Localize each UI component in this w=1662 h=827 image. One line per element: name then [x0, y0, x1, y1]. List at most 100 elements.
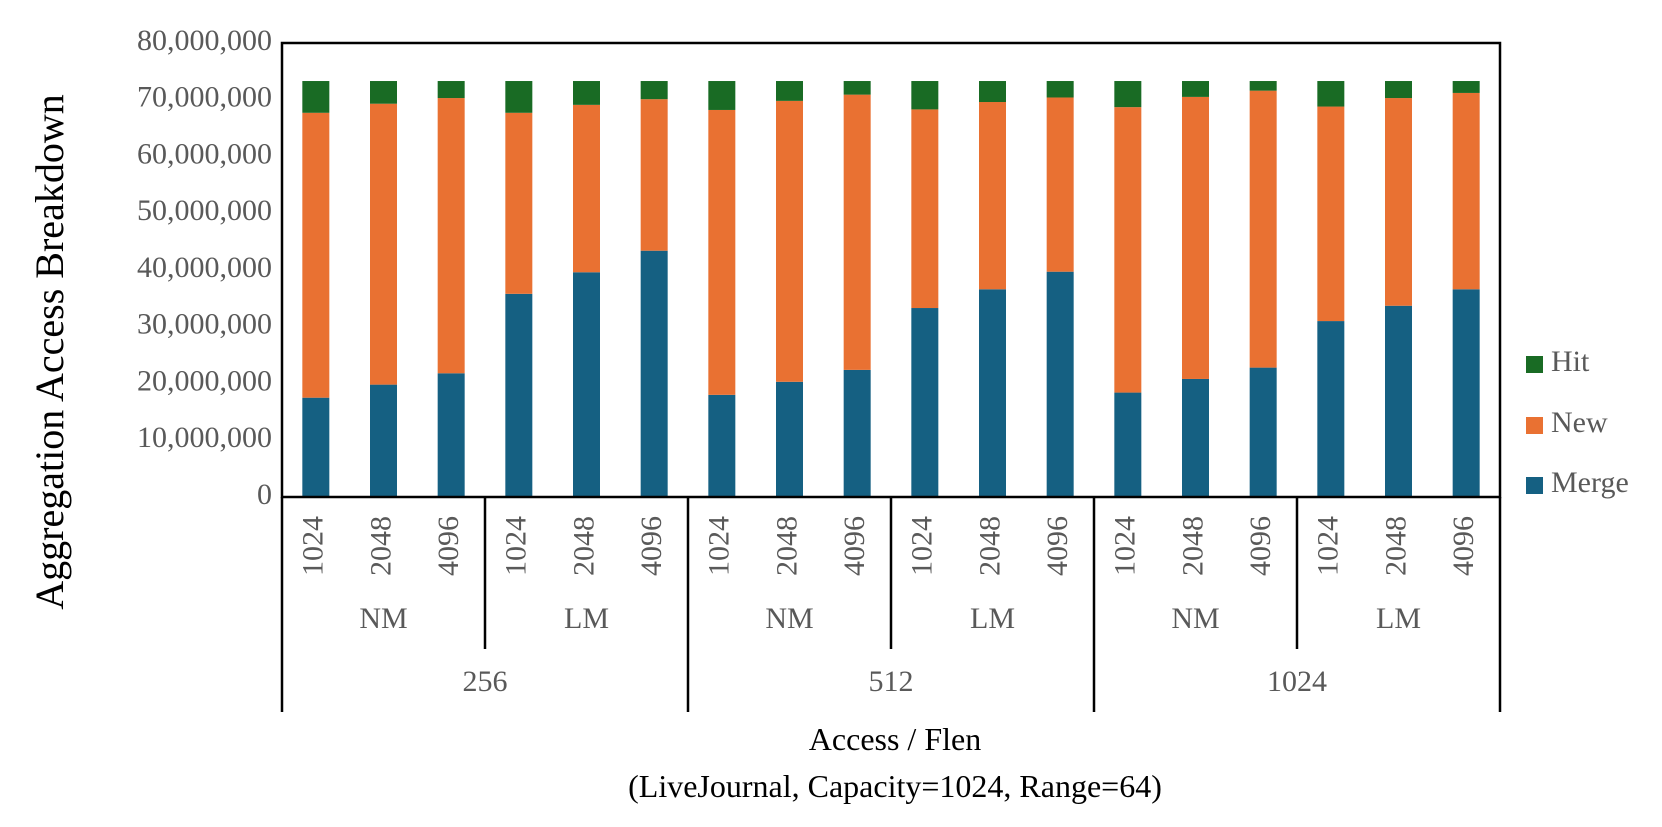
bar-hit-9	[911, 81, 939, 110]
x-group-label: 1024	[1267, 665, 1327, 698]
x-subgroup-label: LM	[970, 602, 1015, 635]
bar-merge-16	[1385, 305, 1412, 497]
y-axis-ticks: 0 10,000,000 20,000,000 30,000,000 40,000,00…	[137, 24, 272, 511]
bar-merge-10	[979, 289, 1006, 497]
legend: Hit New Merge	[1526, 345, 1629, 499]
bar-merge-3	[505, 293, 533, 497]
bar-merge-8	[843, 369, 871, 497]
bar-new-12	[1114, 107, 1142, 393]
y-tick-label: 0	[257, 478, 272, 511]
y-axis-title: Aggregation Access Breakdown	[27, 94, 72, 609]
bar-merge-9	[911, 308, 939, 497]
plot-border	[280, 41, 1502, 499]
bar-new-7	[776, 100, 803, 382]
legend-label-merge: Merge	[1551, 466, 1629, 499]
x-subgroup-label: NM	[765, 602, 813, 635]
bar-merge-2	[437, 373, 465, 497]
x-tick-label: 2048	[973, 516, 1006, 576]
bar-new-2	[437, 98, 465, 374]
x-subgroup-labels: NM LM NM LM NM LM	[359, 602, 1421, 635]
x-axis-title: Access / Flen	[809, 721, 981, 757]
bar-hit-10	[979, 81, 1006, 103]
legend-swatch-new	[1526, 417, 1543, 434]
axis-frame	[280, 41, 1502, 712]
y-tick-label: 50,000,000	[137, 194, 272, 227]
bar-new-3	[505, 112, 533, 294]
chart-subtitle: (LiveJournal, Capacity=1024, Range=64)	[628, 768, 1162, 804]
bar-marks	[302, 81, 1480, 497]
bar-hit-8	[843, 81, 871, 95]
legend-swatch-merge	[1526, 477, 1543, 494]
bar-merge-0	[302, 397, 330, 497]
x-tick-label: 4096	[838, 516, 871, 576]
bar-merge-11	[1046, 271, 1074, 497]
y-tick-label: 40,000,000	[137, 251, 272, 284]
bar-hit-5	[640, 81, 668, 100]
bar-merge-7	[776, 381, 803, 497]
legend-swatch-hit	[1526, 356, 1543, 373]
bar-hit-15	[1317, 81, 1345, 107]
x-tick-label: 4096	[1041, 516, 1074, 576]
bar-new-0	[302, 112, 330, 398]
bar-merge-5	[640, 250, 668, 497]
x-tick-label: 4096	[432, 516, 465, 576]
bar-new-13	[1182, 96, 1209, 379]
x-category-labels: 1024 2048 4096 1024 2048 4096 1024 2048 4096 1024…	[297, 516, 1480, 576]
bar-hit-2	[437, 81, 465, 99]
y-tick-label: 30,000,000	[137, 308, 272, 341]
x-tick-label: 1024	[500, 516, 533, 576]
x-tick-label: 2048	[567, 516, 600, 576]
x-subgroup-label: NM	[359, 602, 407, 635]
bar-merge-14	[1249, 367, 1277, 497]
bar-new-16	[1385, 98, 1412, 306]
bar-hit-3	[505, 81, 533, 113]
x-group-label: 256	[463, 665, 508, 698]
bar-hit-13	[1182, 81, 1209, 97]
bar-merge-15	[1317, 321, 1345, 497]
x-tick-label: 4096	[1244, 516, 1277, 576]
bar-new-11	[1046, 97, 1074, 272]
x-subgroup-label: LM	[564, 602, 609, 635]
x-tick-label: 2048	[770, 516, 803, 576]
x-subgroup-label: NM	[1171, 602, 1219, 635]
bar-new-8	[843, 94, 871, 370]
bar-hit-14	[1249, 81, 1277, 91]
y-tick-label: 80,000,000	[137, 24, 272, 57]
bar-new-9	[911, 109, 939, 309]
bar-merge-17	[1452, 289, 1480, 497]
x-tick-label: 4096	[635, 516, 668, 576]
bar-merge-12	[1114, 392, 1142, 497]
bar-hit-4	[573, 81, 600, 105]
legend-label-hit: Hit	[1551, 345, 1590, 378]
x-tick-label: 4096	[1447, 516, 1480, 576]
bar-new-17	[1452, 92, 1480, 290]
y-tick-label: 60,000,000	[137, 137, 272, 170]
y-tick-label: 10,000,000	[137, 421, 272, 454]
y-tick-label: 20,000,000	[137, 364, 272, 397]
x-group-labels: 256 512 1024	[463, 665, 1328, 698]
bar-merge-6	[708, 394, 736, 497]
bar-merge-1	[370, 384, 397, 497]
bar-new-14	[1249, 90, 1277, 368]
x-tick-label: 1024	[1312, 516, 1345, 576]
bar-hit-7	[776, 81, 803, 101]
x-tick-label: 2048	[1379, 516, 1412, 576]
bar-new-6	[708, 109, 736, 395]
bar-hit-17	[1452, 81, 1480, 93]
x-group-label: 512	[869, 665, 914, 698]
legend-label-new: New	[1551, 406, 1608, 439]
bar-new-1	[370, 103, 397, 385]
x-tick-label: 1024	[906, 516, 939, 576]
bar-hit-12	[1114, 81, 1142, 108]
bar-new-5	[640, 99, 668, 251]
x-tick-label: 1024	[1109, 516, 1142, 576]
bar-new-10	[979, 102, 1006, 290]
bar-hit-0	[302, 81, 330, 113]
bar-merge-4	[573, 272, 600, 497]
bar-hit-11	[1046, 81, 1074, 98]
bar-hit-16	[1385, 81, 1412, 99]
bar-new-4	[573, 104, 600, 273]
x-tick-label: 2048	[1176, 516, 1209, 576]
x-tick-label: 2048	[364, 516, 397, 576]
